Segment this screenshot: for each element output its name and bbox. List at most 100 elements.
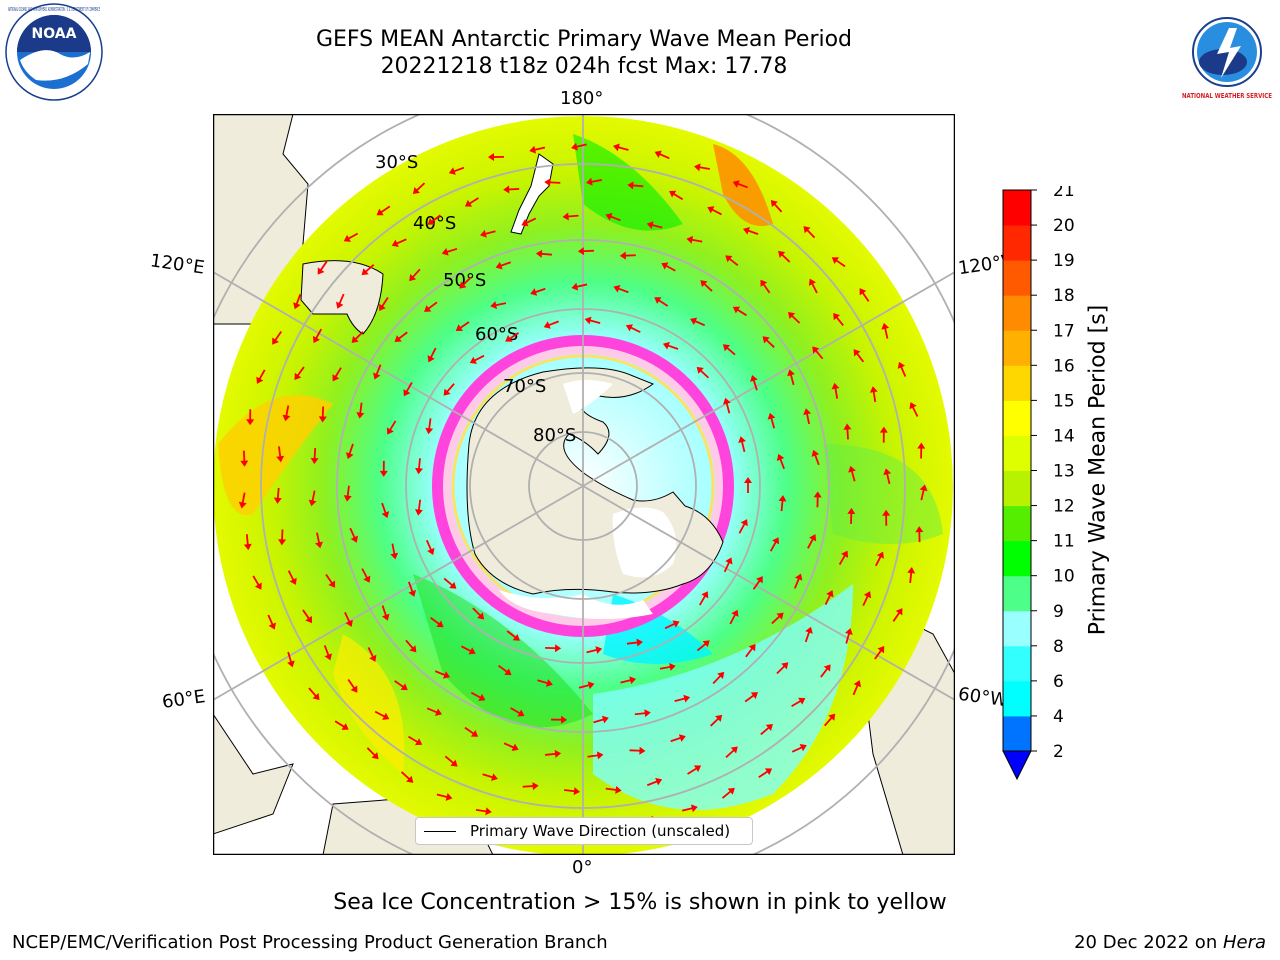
wave-arrow xyxy=(646,777,663,787)
wave-arrow xyxy=(455,321,470,331)
wave-arrow xyxy=(308,490,317,507)
wave-arrow xyxy=(441,247,458,256)
wave-arrow xyxy=(743,227,759,235)
wave-arrow xyxy=(367,647,377,662)
wave-arrow xyxy=(824,713,836,727)
wave-arrow xyxy=(707,206,722,216)
wave-arrow xyxy=(443,577,457,589)
colorbar-tick-label: 16 xyxy=(1053,356,1075,376)
wave-arrow xyxy=(629,746,646,755)
wave-arrow xyxy=(738,519,748,534)
wave-arrow xyxy=(659,663,676,671)
wave-arrow xyxy=(838,550,849,566)
wave-arrow xyxy=(627,181,644,190)
wave-arrow xyxy=(571,142,587,151)
colorbar-tick-label: 12 xyxy=(1053,497,1075,517)
wave-arrow xyxy=(287,651,295,668)
wave-arrow xyxy=(874,551,884,567)
noaa-wordmark: NOAA xyxy=(32,26,77,42)
wave-arrow xyxy=(620,676,637,685)
wave-arrow xyxy=(278,529,287,546)
wave-arrow xyxy=(400,771,414,783)
wave-arrow xyxy=(722,344,736,356)
wave-arrow xyxy=(336,293,345,309)
colorbar-segment xyxy=(1003,435,1031,471)
wave-arrow xyxy=(464,726,479,737)
lon-label-120e: 120°E xyxy=(148,250,206,279)
colorbar-tick-label: 19 xyxy=(1053,251,1075,271)
wave-arrow xyxy=(752,576,763,590)
colorbar-tick-label: 14 xyxy=(1053,426,1075,446)
wave-arrow xyxy=(907,567,916,584)
wave-arrow xyxy=(503,185,520,194)
wave-arrow xyxy=(613,143,629,152)
wave-arrow xyxy=(646,221,663,230)
wave-arrow xyxy=(373,364,382,380)
wave-arrow xyxy=(459,276,472,289)
wave-arrow xyxy=(562,212,579,221)
colorbar-tick-label: 15 xyxy=(1053,391,1075,411)
colorbar-tick-label: 20 xyxy=(1053,216,1075,236)
wave-arrow xyxy=(874,645,885,660)
wave-arrow xyxy=(803,408,812,425)
wave-arrow xyxy=(883,468,892,485)
wave-arrow xyxy=(859,288,870,302)
polar-map: 30°S 40°S 50°S 60°S 70°S 80°S xyxy=(176,79,990,893)
wave-arrow xyxy=(386,420,397,435)
wave-arrow xyxy=(394,680,408,691)
wave-arrow xyxy=(276,446,285,463)
wave-arrow xyxy=(700,280,713,292)
wave-arrow xyxy=(530,287,546,296)
wave-arrow xyxy=(634,709,651,718)
wave-arrow xyxy=(690,317,706,327)
wave-arrow xyxy=(803,226,816,239)
wave-arrow xyxy=(415,458,423,475)
colorbar-segment xyxy=(1003,400,1031,436)
wave-arrow xyxy=(243,534,252,551)
wave-arrow xyxy=(374,710,390,720)
lon-label-180: 180° xyxy=(560,88,604,109)
wave-arrow xyxy=(674,694,691,703)
wave-arrow xyxy=(272,331,283,345)
wave-arrow xyxy=(347,679,358,693)
colorbar-tick-label: 17 xyxy=(1053,321,1075,341)
wave-arrow xyxy=(778,495,787,512)
wave-arrow xyxy=(732,180,748,189)
wave-arrow xyxy=(545,749,562,758)
colorbar-tick-label: 21 xyxy=(1053,186,1075,201)
lon-label-60e: 60°E xyxy=(160,686,207,713)
wave-arrow xyxy=(294,366,305,380)
wave-arrow xyxy=(892,608,903,622)
wave-arrow xyxy=(490,301,507,310)
wave-arrow xyxy=(791,744,807,753)
lat-label-30s: 30°S xyxy=(375,152,418,173)
wave-arrow xyxy=(551,715,568,724)
legend-label: Primary Wave Direction (unscaled) xyxy=(470,822,731,840)
wave-arrow xyxy=(448,166,465,175)
wave-arrow xyxy=(915,526,924,543)
wave-arrow xyxy=(444,755,458,767)
wave-arrow xyxy=(472,607,485,620)
wave-arrow xyxy=(408,735,423,746)
colorbar-segment xyxy=(1003,540,1031,577)
wave-arrow xyxy=(424,301,438,312)
colorbar-segment xyxy=(1003,365,1031,401)
wave-arrow xyxy=(407,581,416,597)
wave-arrow xyxy=(498,664,512,676)
legend-line-swatch xyxy=(424,830,456,832)
colorbar-segment xyxy=(1003,680,1031,717)
wave-arrow xyxy=(882,509,891,526)
wave-arrow xyxy=(767,412,776,429)
wave-arrow xyxy=(376,205,391,216)
colorbar-segment xyxy=(1003,645,1031,682)
wave-arrow xyxy=(578,681,595,690)
wave-arrow xyxy=(694,163,710,172)
wave-arrow xyxy=(812,346,824,360)
wave-arrow xyxy=(240,450,249,467)
footer-date-text: 20 Dec 2022 on xyxy=(1074,932,1223,953)
wave-arrow xyxy=(699,591,709,606)
wave-arrow xyxy=(317,260,328,275)
wave-arrow xyxy=(745,644,756,658)
wave-arrow xyxy=(409,268,421,282)
wave-arrow xyxy=(776,453,785,470)
